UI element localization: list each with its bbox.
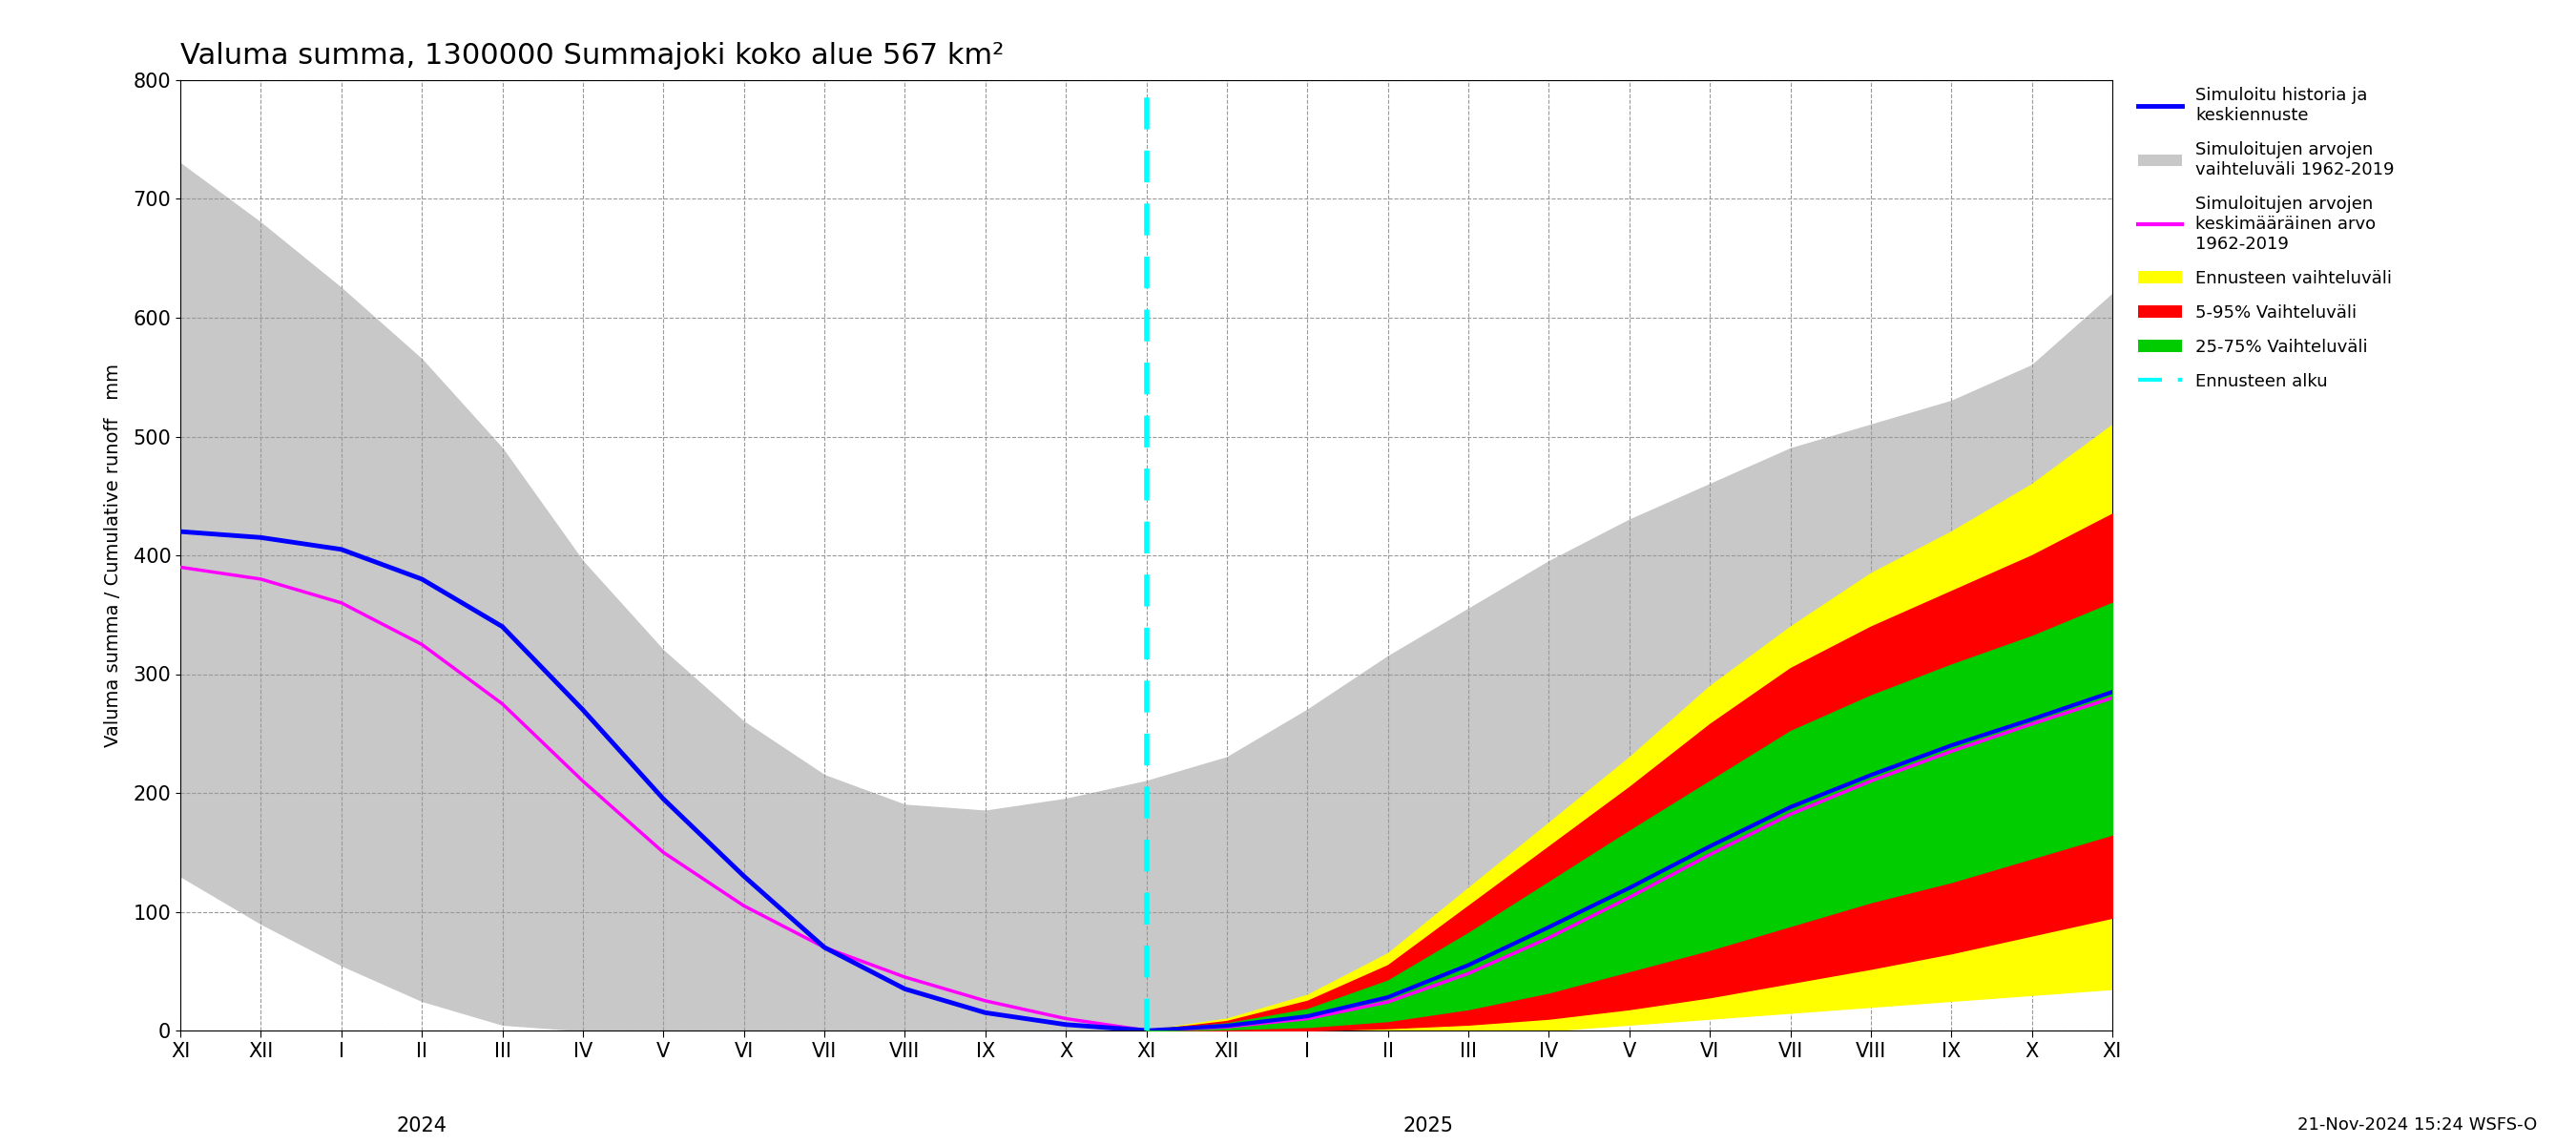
Text: 2024: 2024 bbox=[397, 1116, 448, 1135]
Text: 2025: 2025 bbox=[1404, 1116, 1453, 1135]
Text: Valuma summa, 1300000 Summajoki koko alue 567 km²: Valuma summa, 1300000 Summajoki koko alu… bbox=[180, 42, 1005, 70]
Y-axis label: Valuma summa / Cumulative runoff   mm: Valuma summa / Cumulative runoff mm bbox=[103, 364, 124, 747]
Text: 21-Nov-2024 15:24 WSFS-O: 21-Nov-2024 15:24 WSFS-O bbox=[2298, 1116, 2537, 1134]
Legend: Simuloitu historia ja
keskiennuste, Simuloitujen arvojen
vaihteluväli 1962-2019,: Simuloitu historia ja keskiennuste, Simu… bbox=[2133, 80, 2401, 397]
